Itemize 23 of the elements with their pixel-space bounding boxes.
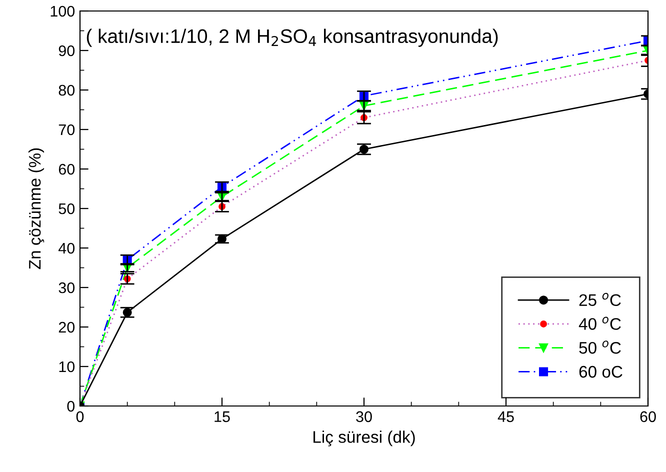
y-tick-label: 20 [58,322,75,333]
y-tick-label: 80 [58,84,75,96]
legend-label: 60 oC [579,366,622,378]
y-tick-label: 0 [67,400,75,412]
x-tick-label: 60 [640,411,656,422]
y-tick-label: 40 [58,242,75,254]
legend-label: 40 $^{o}$C [578,316,621,330]
y-tick-label: 10 [59,361,75,372]
y-tick-label: 70 [58,124,75,136]
x-tick-label: 45 [498,411,514,422]
x-tick-label: 30 [356,411,372,422]
legend-label: 25 $^{o}$C [579,292,621,306]
y-tick-label: 50 [58,203,75,214]
annotation: ( katı/sıvı:1/10, 2 M H$_{2}$SO$_{4}$ konsantrasyonunda) [86,28,498,47]
x-tick-label: 15 [214,411,230,422]
y-tick-label: 90 [58,45,75,56]
x-axis-title: Liç süresi (dk) [314,430,415,446]
x-tick-label: 0 [76,411,84,422]
y-axis-title: Zn çözünme (%) [28,148,44,270]
y-tick-label: 60 [58,164,75,175]
y-tick-label: 30 [58,282,75,294]
y-tick-label: 100 [50,6,75,17]
legend-label: 50 $^{o}$C [579,340,621,354]
